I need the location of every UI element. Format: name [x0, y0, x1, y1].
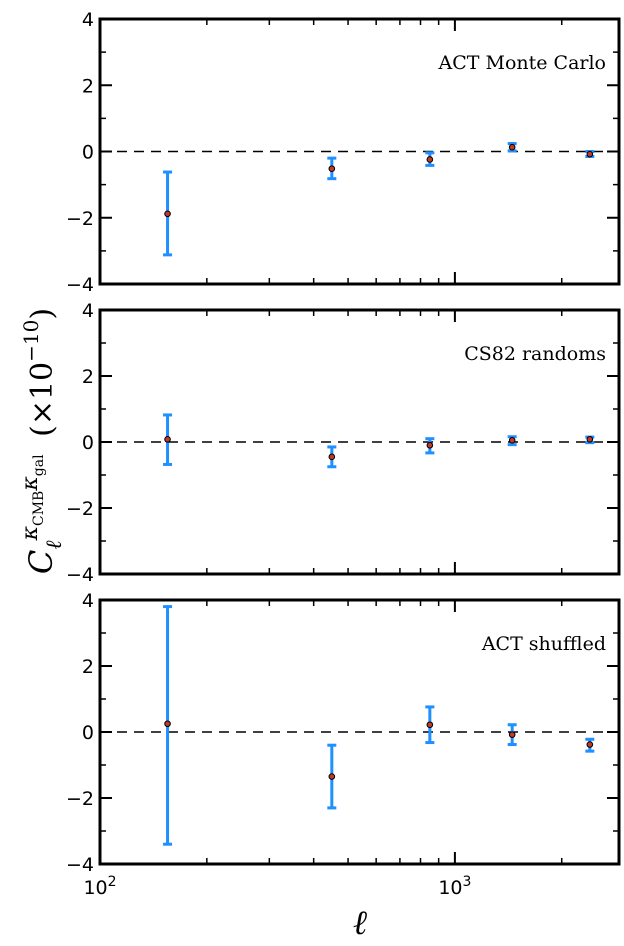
- panel-label: ACT shuffled: [481, 633, 606, 655]
- data-point: [508, 143, 516, 151]
- x-axis-label: ℓ: [353, 903, 367, 943]
- y-tick-label: −2: [66, 788, 94, 810]
- x-tick-label: 102: [83, 874, 116, 899]
- data-point: [164, 210, 171, 218]
- panel-3: −4 −2 0 2 4 ACT shuffled: [66, 590, 621, 876]
- y-tick-label: 0: [82, 432, 94, 454]
- y-tick-label: 2: [82, 656, 94, 678]
- data-point: [508, 437, 516, 444]
- y-tick-label: 4: [82, 300, 94, 322]
- y-tick-label: 2: [82, 366, 94, 388]
- data-point: [586, 741, 594, 748]
- data-point: [426, 442, 434, 449]
- data-point: [328, 453, 336, 461]
- panel-label: ACT Monte Carlo: [438, 52, 606, 74]
- data-point: [164, 436, 171, 443]
- y-axis-label: CℓκCMBκgal (×10−10): [18, 308, 67, 574]
- panel-2: −4 −2 0 2 4 CS82 randoms: [66, 300, 621, 586]
- panel-1: −4 −2 0 2 4 ACT Monte Carlo: [66, 9, 621, 296]
- data-point: [328, 165, 336, 173]
- y-tick-label: −2: [66, 498, 94, 520]
- panel-frame: [98, 308, 621, 576]
- y-tick-label: 2: [82, 75, 94, 97]
- data-point: [426, 721, 434, 729]
- panel-frame: [98, 17, 621, 286]
- panel-label: CS82 randoms: [464, 343, 606, 365]
- y-tick-label: −2: [66, 208, 94, 230]
- data-point: [586, 150, 594, 158]
- y-tick-label: −4: [66, 274, 94, 296]
- y-tick-label: 0: [82, 142, 94, 164]
- data-point: [508, 731, 516, 738]
- data-point: [328, 773, 336, 780]
- y-axis-label-text: CℓκCMBκgal (×10−10): [18, 308, 67, 574]
- y-tick-label: 0: [82, 722, 94, 744]
- y-tick-label: 4: [82, 9, 94, 31]
- y-tick-label: −4: [66, 854, 94, 876]
- data-point: [164, 720, 171, 728]
- data-point: [426, 156, 434, 163]
- data-point: [586, 436, 594, 443]
- y-tick-label: 4: [82, 590, 94, 612]
- x-tick-label: 103: [438, 874, 471, 899]
- panel-frame: [98, 598, 621, 866]
- y-tick-label: −4: [66, 564, 94, 586]
